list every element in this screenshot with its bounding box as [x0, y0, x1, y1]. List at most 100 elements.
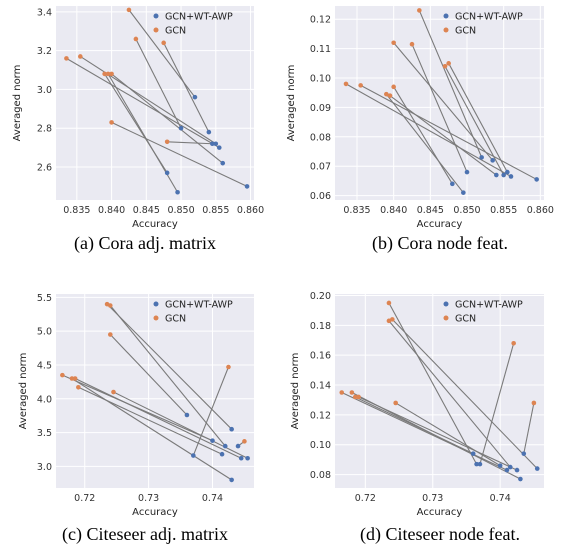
- gcn-point: [164, 139, 170, 145]
- legend-marker-gcn-wt-awp: [153, 13, 159, 19]
- gcn-wt-awp-point: [238, 455, 244, 461]
- pair-line: [341, 391, 508, 471]
- x-tick-label: 0.860: [237, 205, 264, 216]
- gcn-wt-awp-point: [461, 190, 466, 195]
- gcn-point: [226, 364, 231, 370]
- gcn-point: [384, 91, 389, 97]
- y-tick-label: 3.5: [37, 428, 52, 439]
- gcn-point: [349, 390, 355, 395]
- gcn-wt-awp-point: [497, 463, 503, 468]
- x-axis-label: Accuracy: [132, 219, 178, 230]
- x-axis-label: Accuracy: [417, 507, 463, 518]
- gcn-wt-awp-point: [534, 466, 540, 471]
- y-tick-label: 2.6: [37, 163, 52, 174]
- legend-marker-gcn: [153, 315, 159, 321]
- gcn-point: [107, 332, 113, 337]
- gcn-wt-awp-point: [235, 443, 241, 449]
- pair-line: [395, 402, 501, 467]
- gcn-wt-awp-point: [220, 160, 226, 166]
- legend-label-gcn-wt-awp: GCN+WT-AWP: [455, 12, 523, 23]
- gcn-wt-awp-point: [508, 174, 514, 179]
- gcn-wt-awp-point: [514, 467, 520, 473]
- gcn-point: [69, 376, 75, 381]
- y-tick-label: 5.0: [37, 327, 52, 338]
- y-tick-label: 0.20: [310, 291, 331, 302]
- gcn-wt-awp-point: [518, 476, 523, 482]
- x-tick-label: 0.74: [490, 493, 511, 504]
- pair-line: [192, 366, 229, 456]
- x-tick-label: 0.835: [63, 205, 90, 216]
- legend-marker-gcn: [153, 27, 159, 33]
- gcn-point: [109, 120, 114, 125]
- x-tick-label: 0.72: [74, 493, 95, 504]
- y-tick-label: 0.12: [310, 410, 331, 421]
- x-axis-label: Accuracy: [417, 219, 463, 230]
- pair-line: [345, 83, 512, 177]
- subfigure-caption: (a) Cora adj. matrix: [74, 233, 216, 254]
- legend-marker-gcn-wt-awp: [153, 301, 159, 307]
- pair-line: [479, 343, 515, 465]
- x-tick-label: 0.835: [343, 205, 370, 216]
- gcn-wt-awp-point: [219, 451, 225, 457]
- pair-line: [163, 42, 210, 133]
- gcn-wt-awp-point: [494, 172, 499, 178]
- y-tick-label: 0.10: [310, 74, 331, 85]
- gcn-point: [64, 56, 69, 61]
- pair-line: [391, 318, 538, 469]
- gcn-point: [391, 84, 396, 90]
- gcn-point: [386, 300, 392, 306]
- x-tick-label: 0.73: [422, 493, 443, 504]
- subfigure-caption: (d) Citeseer node feat.: [360, 524, 520, 545]
- legend-label-gcn: GCN: [165, 26, 186, 37]
- gcn-wt-awp-point: [521, 451, 527, 456]
- legend-label-gcn: GCN: [165, 314, 186, 325]
- x-tick-label: 0.855: [202, 205, 229, 216]
- subfigure-caption: (c) Citeseer adj. matrix: [62, 524, 228, 545]
- pair-line: [135, 38, 182, 129]
- x-tick-label: 0.860: [527, 205, 554, 216]
- gcn-point: [387, 93, 393, 98]
- plot-area: [56, 6, 254, 200]
- y-tick-label: 4.5: [37, 360, 52, 371]
- pair-line: [360, 84, 537, 180]
- y-tick-label: 3.0: [37, 85, 52, 96]
- pair-line: [111, 121, 248, 187]
- pair-line: [411, 43, 468, 173]
- y-tick-label: 5.5: [37, 293, 52, 304]
- gcn-wt-awp-point: [206, 129, 212, 135]
- gcn-point: [511, 340, 516, 346]
- gcn-wt-awp-point: [490, 158, 495, 163]
- gcn-point: [72, 376, 78, 381]
- gcn-point: [242, 439, 247, 444]
- legend-label-gcn-wt-awp: GCN+WT-AWP: [455, 300, 523, 311]
- x-tick-label: 0.845: [133, 205, 160, 216]
- gcn-point: [76, 384, 81, 390]
- chart-panel-2: 0.835 0.840 0.845 0.850 0.855 0.860 0.06 0.07 0.…: [286, 6, 554, 254]
- gcn-point: [390, 317, 395, 322]
- gcn-point: [352, 394, 358, 400]
- y-axis-label: Averaged norm: [290, 353, 301, 430]
- pair-line: [71, 378, 232, 481]
- pair-line: [80, 55, 217, 145]
- gcn-wt-awp-point: [534, 177, 539, 182]
- pair-line: [523, 402, 535, 454]
- gcn-point: [102, 71, 107, 77]
- gcn-point: [78, 54, 83, 59]
- y-axis-label: Averaged norm: [12, 65, 23, 142]
- gcn-wt-awp-point: [505, 169, 510, 175]
- pair-line: [393, 86, 453, 185]
- y-tick-label: 0.11: [310, 44, 331, 55]
- gcn-wt-awp-point: [164, 170, 170, 176]
- chart-panel-1: 0.835 0.840 0.845 0.850 0.855 0.860 2.6 2.8 3.0 3…: [12, 6, 264, 254]
- y-tick-label: 0.08: [310, 470, 331, 481]
- pair-line: [393, 42, 494, 161]
- gcn-wt-awp-point: [474, 461, 479, 467]
- y-tick-label: 0.16: [310, 351, 331, 362]
- gcn-wt-awp-point: [470, 451, 476, 456]
- gcn-wt-awp-point: [229, 477, 234, 483]
- x-tick-label: 0.72: [355, 493, 376, 504]
- gcn-wt-awp-point: [191, 453, 196, 458]
- gcn-wt-awp-point: [479, 155, 484, 160]
- gcn-point: [393, 400, 398, 406]
